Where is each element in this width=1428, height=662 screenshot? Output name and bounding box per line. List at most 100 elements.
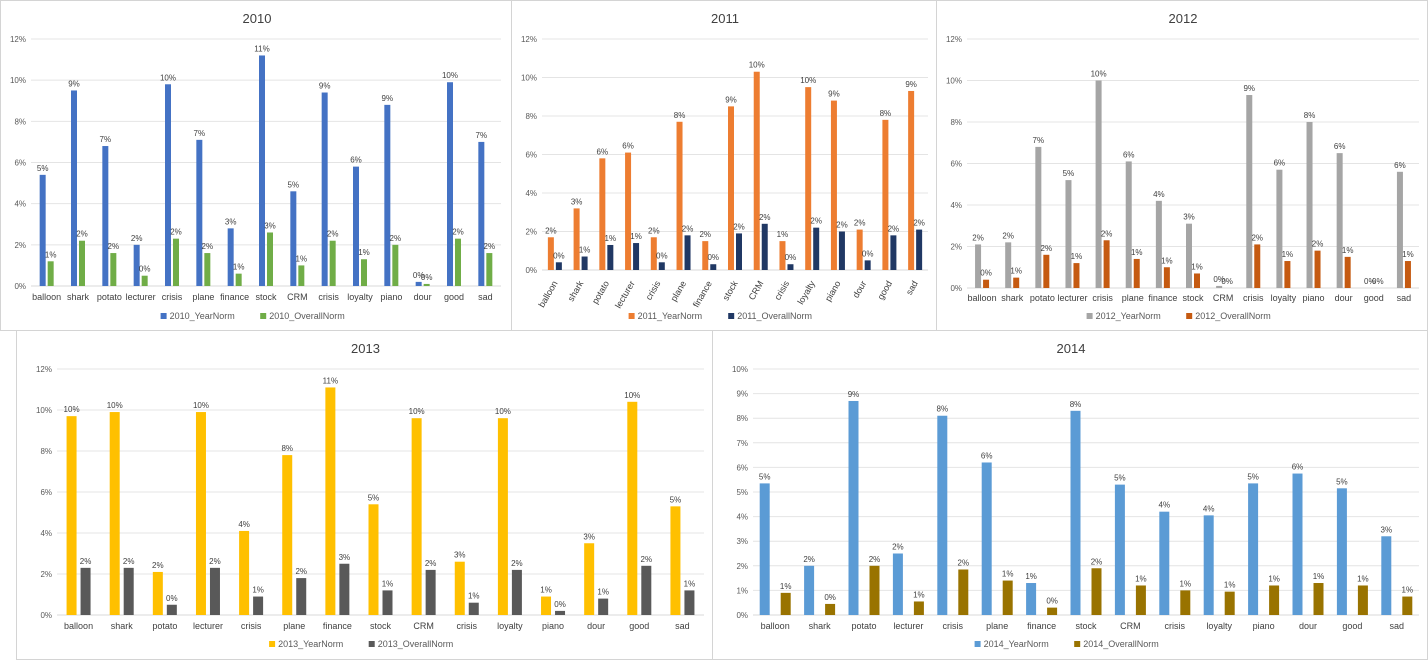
chart-2014-data-label: 1%: [1002, 570, 1014, 579]
chart-2012-ytick-label: 2%: [950, 243, 962, 252]
chart-2013-category-label: plane: [283, 621, 305, 631]
chart-2011-bar: [702, 241, 709, 270]
chart-2012-data-label: 7%: [1033, 136, 1045, 145]
chart-2011-category-label: crisis: [772, 279, 791, 302]
chart-2010-bar: [361, 259, 367, 286]
chart-2012-ytick-label: 10%: [946, 77, 962, 86]
chart-2011-ytick-label: 2%: [525, 228, 537, 237]
chart-2011-bar: [856, 229, 863, 270]
chart-2011-data-label: 9%: [725, 95, 737, 104]
chart-2013-data-label: 1%: [468, 592, 480, 601]
chart-2012-category-label: crisis: [1092, 293, 1113, 303]
chart-2014-data-label: 2%: [892, 543, 904, 552]
chart-2010-ytick-label: 0%: [14, 282, 26, 291]
chart-2014-ytick-label: 9%: [736, 390, 748, 399]
chart-2011-data-label: 6%: [622, 142, 634, 151]
chart-2013-data-label: 2%: [295, 567, 307, 576]
chart-2012-bar: [1216, 285, 1223, 288]
chart-2011-data-label: 0%: [656, 251, 668, 260]
chart-2010-data-label: 10%: [442, 71, 458, 80]
chart-2012-bar: [1194, 273, 1200, 288]
chart-2014-ytick-label: 8%: [736, 414, 748, 423]
chart-2013-data-label: 10%: [64, 405, 80, 414]
chart-2010-bar: [141, 275, 148, 286]
chart-2013-data-label: 0%: [554, 600, 566, 609]
chart-2012-svg: 2012 0% 2% 4% 6% 8% 10% 12% 2% 0% balloon 2% 1% shark…: [946, 11, 1419, 321]
chart-2011-data-label: 2%: [836, 221, 848, 230]
chart-2014-category-label: CRM: [1120, 621, 1141, 631]
chart-2012-bar: [1276, 169, 1283, 288]
chart-2010-data-label: 7%: [476, 131, 488, 140]
chart-2012-bar: [1186, 223, 1192, 288]
chart-2014-category-label: dour: [1299, 621, 1317, 631]
chart-2010-ytick-label: 4%: [14, 200, 26, 209]
chart-2014-category-label: potato: [851, 621, 876, 631]
chart-2012-ytick-label: 6%: [950, 160, 962, 169]
chart-2012-bar: [1103, 240, 1110, 288]
chart-2014-category-label: loyalty: [1206, 621, 1232, 631]
chart-2013-category-label: CRM: [413, 621, 434, 631]
chart-2014-ytick-label: 2%: [736, 562, 748, 571]
chart-2011-bar: [607, 244, 614, 270]
chart-2010-bar: [329, 240, 336, 286]
chart-2014-data-label: 1%: [1025, 572, 1037, 581]
chart-2010-bar: [165, 84, 171, 287]
chart-2012-category-label: shark: [1001, 293, 1024, 303]
chart-2012-ytick-label: 4%: [950, 201, 962, 210]
chart-2013-ytick-label: 0%: [40, 611, 52, 620]
chart-2012-bar: [1254, 244, 1261, 288]
chart-2011-bar: [787, 264, 794, 270]
chart-2013-bar: [382, 590, 393, 615]
chart-2013-data-label: 3%: [454, 551, 466, 560]
chart-2012-data-label: 2%: [1251, 233, 1263, 242]
chart-2011-bar: [658, 262, 665, 270]
chart-2010-data-label: 0%: [139, 265, 151, 274]
chart-2014-bar: [913, 601, 924, 615]
chart-2011-ytick-label: 4%: [525, 189, 537, 198]
chart-2013-data-label: 1%: [684, 579, 696, 588]
chart-2012-bar: [1095, 80, 1102, 288]
chart-2011-bar: [813, 227, 820, 270]
chart-2013-bar: [627, 401, 638, 615]
chart-2012-category-label: loyalty: [1271, 293, 1297, 303]
chart-2010-bar: [133, 244, 140, 286]
chart-2014-bar: [1135, 585, 1146, 615]
chart-2011-data-label: 1%: [777, 230, 789, 239]
chart-2010-data-label: 10%: [160, 73, 176, 82]
chart-2013-category-label: finance: [323, 621, 352, 631]
chart-2013-data-label: 5%: [670, 495, 682, 504]
chart-2011-bar: [547, 237, 554, 270]
chart-2010-svg: 2010 0% 2% 4% 6% 8% 10% 12% 5% 1% balloon 9% 2% shark…: [10, 11, 501, 321]
chart-2011-category-label: lecturer: [613, 279, 637, 310]
chart-2013-bar: [325, 387, 336, 615]
chart-2010-bar: [235, 273, 242, 286]
chart-2013-category-label: balloon: [64, 621, 93, 631]
chart-2012-data-label: 1%: [1282, 250, 1294, 259]
chart-2011-category-label: shark: [566, 279, 586, 303]
chart-2010-legend-swatch: [260, 313, 267, 319]
chart-2014-bar: [1002, 580, 1013, 615]
chart-2010-category-label: finance: [220, 292, 249, 302]
chart-2011-category-label: dour: [851, 279, 869, 300]
chart-2011-ytick-label: 8%: [525, 112, 537, 121]
chart-2014-ytick-label: 5%: [736, 488, 748, 497]
chart-2014-data-label: 1%: [1268, 574, 1280, 583]
chart-2010-category-label: plane: [192, 292, 214, 302]
chart-2014-data-label: 6%: [1292, 463, 1304, 472]
chart-2013-legend-label: 2013_OverallNorm: [378, 639, 454, 649]
chart-2012-title: 2012: [1169, 11, 1198, 26]
chart-2012-category-label: crisis: [1243, 293, 1264, 303]
chart-2010-data-label: 9%: [68, 79, 80, 88]
chart-2012-data-label: 6%: [1334, 142, 1346, 151]
chart-2011-bar: [908, 90, 915, 270]
chart-2014-bar: [759, 483, 770, 615]
chart-2010-data-label: 0%: [413, 271, 425, 280]
chart-2014-ytick-label: 7%: [736, 439, 748, 448]
chart-2011-data-label: 2%: [913, 219, 925, 228]
chart-2014-bar: [1159, 511, 1170, 615]
chart-2012-data-label: 2%: [972, 233, 984, 242]
chart-2011-data-label: 2%: [854, 219, 866, 228]
chart-2011-bar: [830, 100, 837, 270]
chart-2010-ytick-label: 8%: [14, 117, 26, 126]
chart-2010-category-label: good: [444, 292, 464, 302]
